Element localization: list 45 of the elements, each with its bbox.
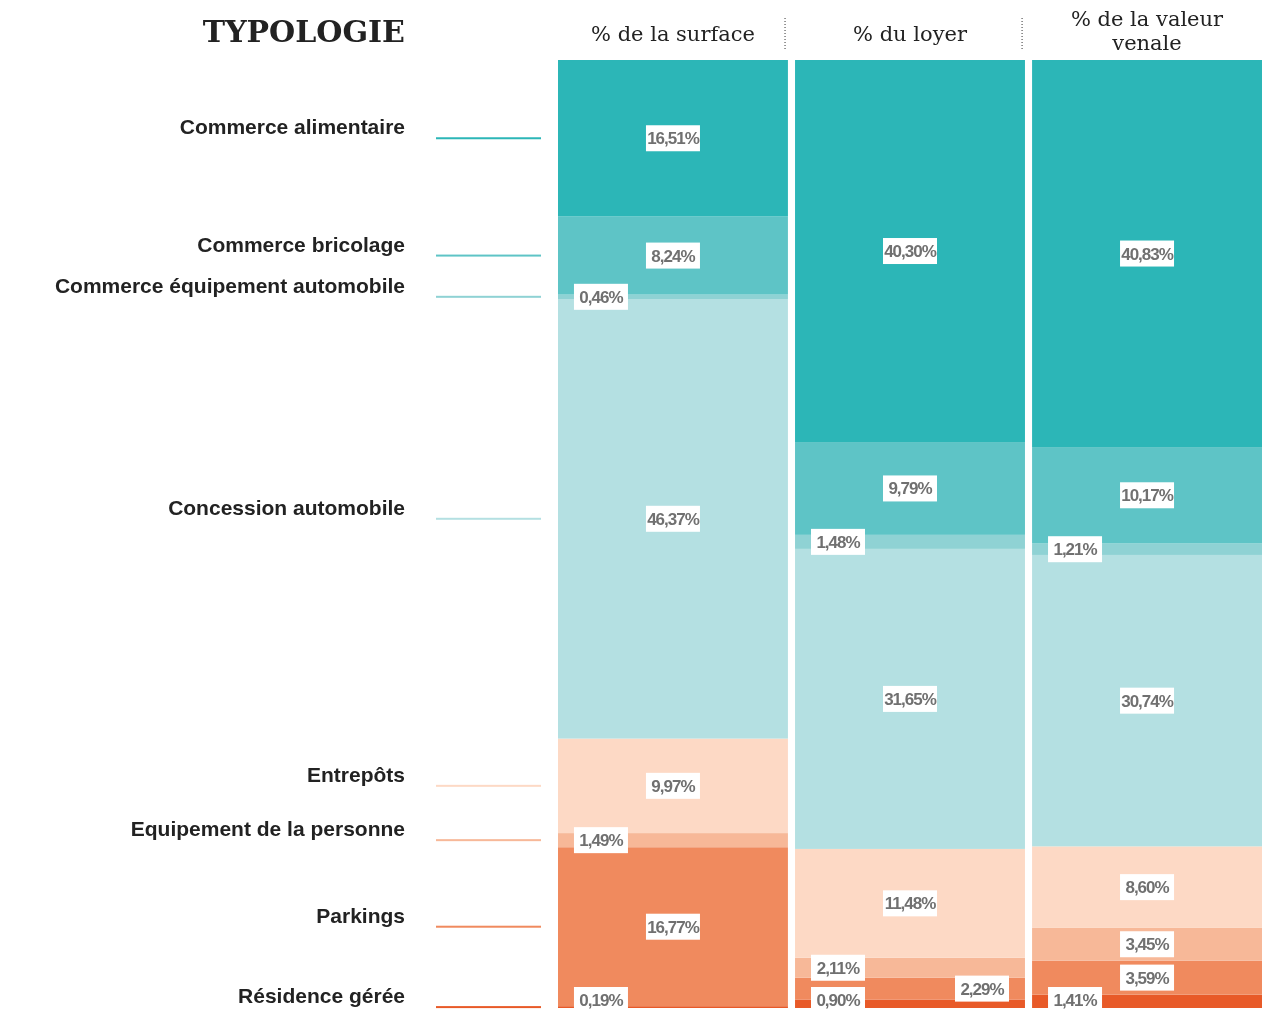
data-label: 16,77% [647,917,700,937]
legend-label: Commerce équipement automobile [54,273,405,297]
bar [795,60,1025,443]
data-label: 0,46% [579,287,624,307]
x-tick-label: % du loyer [853,22,968,46]
bar [558,738,788,834]
data-label: 0,90% [816,991,861,1010]
bar [1032,60,1262,448]
data-label: 9,97% [651,776,696,796]
data-label: 1,49% [579,831,624,851]
bar [1032,846,1262,928]
legend-label: Résidence gérée [238,984,405,1008]
data-label: 31,65% [884,689,937,709]
data-label: 46,37% [647,509,700,529]
bar [795,848,1025,958]
legend-label: Equipement de la personne [130,817,405,841]
data-label: 40,30% [884,242,937,262]
x-tick-label: % de la surface [591,22,755,46]
legend-title: TYPOLOGIE [202,14,405,49]
bar [558,847,788,1007]
data-label: 30,74% [1121,691,1174,711]
legend-label: Concession automobile [168,495,405,519]
legend-label: Commerce bricolage [197,232,405,256]
bar [1032,447,1262,544]
legend-label: Parkings [316,903,405,927]
data-label: 3,45% [1125,935,1170,955]
data-label: 40,83% [1121,244,1174,264]
data-label: 2,29% [960,979,1005,999]
legend-label: Commerce alimentaire [179,115,405,139]
legend-label: Entrepôts [306,762,405,786]
data-label: 1,41% [1053,991,1098,1010]
data-label: 10,17% [1121,486,1174,506]
bar [558,60,788,217]
data-label: 11,48% [884,894,937,914]
data-label: 1,21% [1053,540,1098,560]
data-label: 9,79% [888,479,933,499]
bar [795,442,1025,535]
data-label: 2,11% [816,958,861,978]
data-label: 1,48% [816,532,861,552]
data-label: 3,59% [1125,968,1170,988]
data-label: 8,60% [1125,878,1170,898]
data-label: 0,19% [579,991,624,1010]
data-label: 8,24% [651,246,696,266]
x-tick-label: % de la valeur venale [1070,7,1225,55]
data-label: 16,51% [647,129,700,149]
